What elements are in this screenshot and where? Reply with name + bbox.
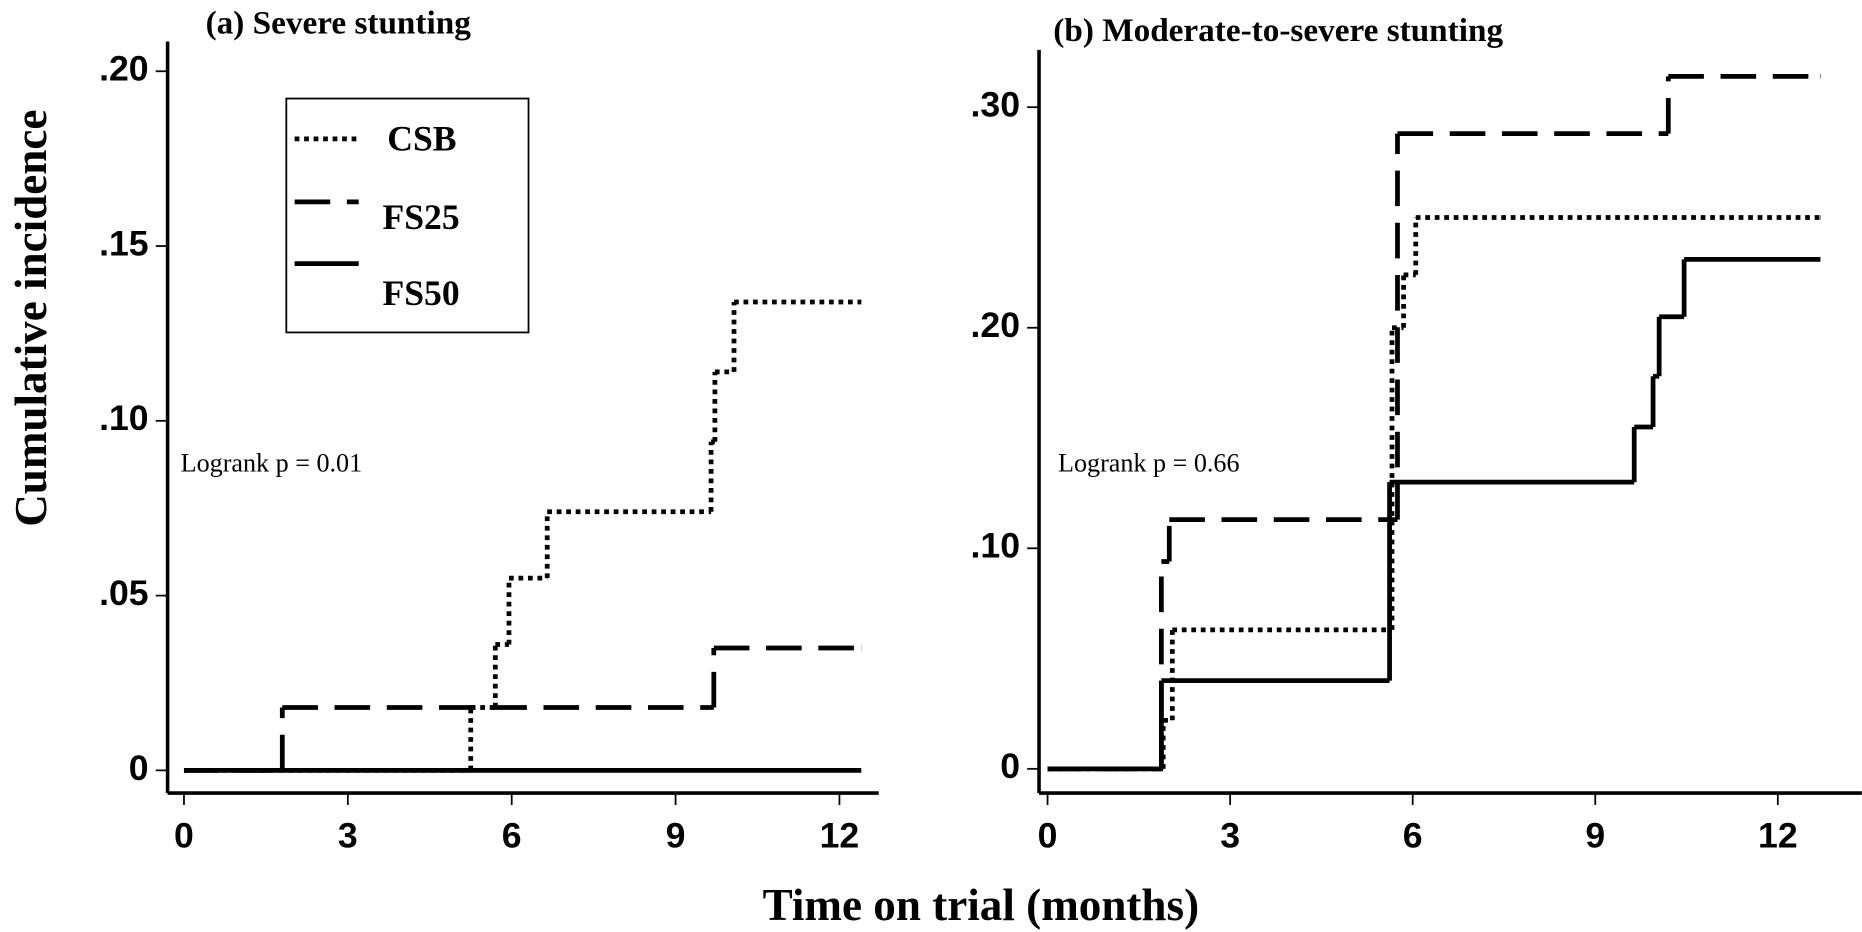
x-tick-label: 6: [502, 816, 522, 856]
legend-label: FS50: [382, 273, 459, 313]
y-tick-label: .30: [971, 85, 1021, 125]
y-tick-label: .15: [99, 223, 149, 263]
x-tick-label: 12: [820, 816, 860, 856]
annotation: Logrank p = 0.66: [1058, 448, 1240, 477]
x-tick-label: 0: [174, 816, 194, 856]
annotation: Logrank p = 0.01: [181, 448, 363, 477]
y-tick-label: .10: [99, 398, 149, 438]
chart-title: (a) Severe stunting: [206, 5, 472, 42]
legend-label: CSB: [387, 119, 456, 159]
y-axis-label: Cumulative incidence: [6, 110, 56, 527]
legend-label: FS25: [382, 197, 459, 237]
y-tick-label: .05: [99, 573, 149, 613]
y-tick-label: .20: [99, 49, 149, 89]
y-tick-label: 0: [1000, 746, 1020, 786]
x-tick-label: 9: [666, 816, 686, 856]
x-tick-label: 9: [1585, 816, 1605, 856]
x-tick-label: 3: [1220, 816, 1240, 856]
x-tick-label: 0: [1038, 816, 1058, 856]
x-axis-label: Time on trial (months): [763, 880, 1199, 930]
x-tick-label: 3: [338, 816, 358, 856]
chart-title: (b) Moderate-to-severe stunting: [1053, 12, 1503, 49]
y-tick-label: 0: [129, 748, 149, 788]
y-tick-label: .10: [971, 526, 1021, 566]
x-tick-label: 12: [1758, 816, 1798, 856]
y-tick-label: .20: [971, 305, 1021, 345]
x-tick-label: 6: [1403, 816, 1423, 856]
